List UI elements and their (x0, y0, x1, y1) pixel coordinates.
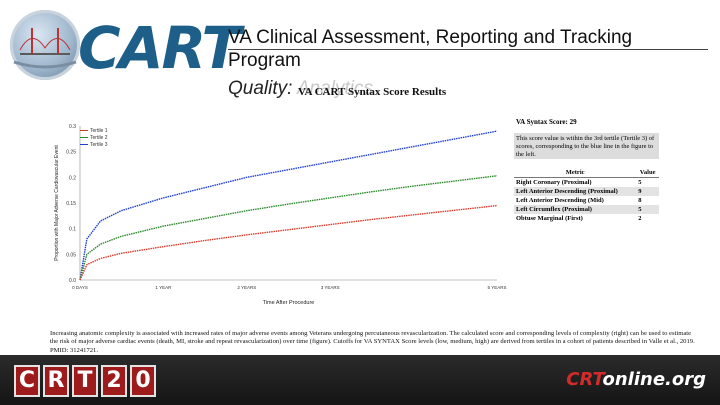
legend-label: Tertile 1 (90, 128, 108, 134)
x-tick-label: 2 YEARS (237, 285, 256, 290)
legend-swatch (80, 144, 88, 146)
cart-logo: CART (8, 8, 241, 88)
x-tick-label: 5 YEARS (488, 285, 507, 290)
page-title: VA Clinical Assessment, Reporting and Tr… (228, 27, 633, 71)
metric-name: Obtuse Marginal (First) (516, 215, 583, 222)
crt20-letter: C (14, 365, 40, 397)
y-tick-label: 0.3 (69, 124, 76, 130)
y-tick-label: 0.25 (66, 150, 76, 156)
site-prefix: CRT (566, 369, 603, 390)
page-subtitle: Quality: Analytics (228, 78, 373, 100)
value-column-header: Value (636, 168, 659, 178)
logo-text: CART (78, 14, 241, 82)
x-tick-label: 0 DAYS (72, 285, 88, 290)
y-tick-label: 0.05 (66, 252, 76, 258)
crtonline-link[interactable]: CRTonline.org (566, 369, 706, 390)
metric-name: Left Circumflex (Proximal) (514, 205, 637, 214)
table-row: Left Circumflex (Proximal) 5 (514, 205, 659, 214)
panel-title: VA CART Syntax Score Results (298, 86, 447, 98)
crt20-letter: T (72, 365, 98, 397)
legend-item: Tertile 2 (80, 135, 108, 142)
y-tick-label: 0.0 (69, 278, 76, 284)
legend-label: Tertile 3 (90, 142, 108, 148)
y-tick-label: 0.1 (69, 227, 76, 233)
series-line (79, 130, 498, 281)
legend-label: Tertile 2 (90, 135, 108, 141)
crt20-letter: 2 (101, 365, 127, 397)
y-axis-label: Proportion with Major Adverse Cardiovasc… (54, 145, 60, 261)
metric-value: 8 (638, 197, 642, 204)
legend-item: Tertile 3 (80, 142, 108, 149)
chart-legend: Tertile 1 Tertile 2 Tertile 3 (80, 128, 108, 149)
site-suffix: online.org (602, 369, 706, 390)
crt20-letter: 0 (130, 365, 156, 397)
metric-name: Left Anterior Descending (Mid) (516, 197, 604, 204)
globe-bridge-icon (10, 10, 80, 80)
crt20-logo: C R T 2 0 (14, 365, 156, 397)
series-line (79, 204, 498, 281)
syntax-score-chart: 0.0 0.05 0.1 0.15 0.2 0.25 0.3 0 DAYS 1 YEAR 2 YE… (54, 124, 507, 306)
legend-item: Tertile 1 (80, 128, 108, 135)
metric-value: 2 (638, 215, 642, 222)
metric-value: 5 (636, 205, 659, 214)
metric-column-header: Metric (514, 168, 637, 178)
legend-swatch (80, 137, 88, 139)
crt20-letter: R (43, 365, 69, 397)
score-description: This score value is within the 3rd terti… (514, 133, 659, 159)
metric-name: Right Coronary (Proximal) (516, 179, 592, 186)
footer-bar: C R T 2 0 CRTonline.org (0, 355, 720, 405)
table-row: Right Coronary (Proximal) 5 (514, 178, 659, 188)
title-divider (228, 49, 708, 50)
subtitle-ghost: Analytics (297, 78, 374, 99)
figure-caption: Increasing anatomic complexity is associ… (50, 330, 695, 354)
metrics-header-row: Metric Value (514, 168, 659, 178)
table-row: Left Anterior Descending (Proximal) 9 (514, 187, 659, 196)
x-tick-label: 3 YEARS (321, 285, 340, 290)
x-axis-label: Time After Procedure (263, 300, 315, 306)
x-tick-label: 1 YEAR (155, 285, 172, 290)
metrics-table: Metric Value Right Coronary (Proximal) 5… (514, 168, 659, 223)
legend-swatch (80, 130, 88, 132)
table-row: Left Anterior Descending (Mid) 8 (514, 196, 659, 205)
table-row: Obtuse Marginal (First) 2 (514, 214, 659, 223)
y-tick-label: 0.2 (69, 175, 76, 181)
metric-value: 5 (638, 179, 642, 186)
metric-value: 9 (636, 187, 659, 196)
metric-name: Left Anterior Descending (Proximal) (514, 187, 637, 196)
subtitle-prefix: Quality: (228, 78, 293, 99)
score-label: VA Syntax Score: 29 (516, 118, 577, 126)
y-tick-label: 0.15 (66, 201, 76, 207)
series-line (79, 175, 498, 281)
